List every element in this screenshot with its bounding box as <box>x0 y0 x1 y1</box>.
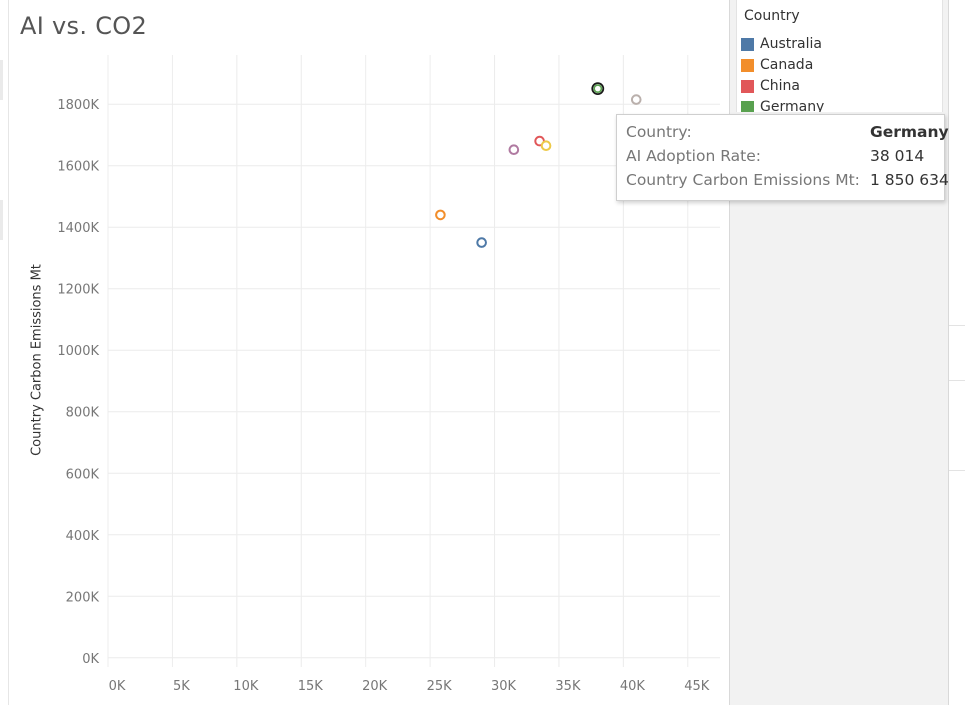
strip-line <box>949 325 965 326</box>
strip-line <box>949 380 965 381</box>
tooltip-value: 1 850 634 <box>870 171 949 189</box>
x-tick-label: 5K <box>173 679 190 694</box>
edge-nick <box>0 200 3 240</box>
tooltip-label: Country Carbon Emissions Mt: <box>626 171 860 189</box>
data-point[interactable] <box>435 209 446 221</box>
y-tick-label: 400K <box>66 529 100 544</box>
legend-item-china[interactable]: China <box>741 77 800 95</box>
legend-swatch <box>741 37 754 51</box>
x-tick-label: 20K <box>362 679 388 694</box>
pane-divider <box>729 0 730 705</box>
tooltip-row-ai-adoption: AI Adoption Rate: 38 014 <box>626 147 938 169</box>
tooltip-label: Country: <box>626 123 692 141</box>
legend-item-canada[interactable]: Canada <box>741 56 813 74</box>
country-legend[interactable]: Country Australia Canada China Germany <box>736 0 943 112</box>
strip-line <box>949 470 965 471</box>
x-tick-label: 35K <box>555 679 581 694</box>
legend-item-germany[interactable]: Germany <box>741 98 824 112</box>
y-tick-label: 200K <box>66 590 100 605</box>
x-tick-label: 25K <box>427 679 453 694</box>
legend-swatch <box>741 100 754 112</box>
x-tick-label: 0K <box>109 679 126 694</box>
far-right-strip <box>949 0 965 705</box>
y-tick-label: 800K <box>66 406 100 421</box>
x-tick-label: 40K <box>620 679 646 694</box>
y-tick-label: 0K <box>82 652 99 667</box>
x-tick-label: 30K <box>491 679 517 694</box>
y-tick-label: 1800K <box>57 98 99 113</box>
edge-nick <box>0 60 3 100</box>
legend-title: Country <box>744 8 800 24</box>
data-point[interactable] <box>630 94 642 105</box>
legend-label: Australia <box>760 36 822 52</box>
y-tick-label: 600K <box>66 467 100 482</box>
data-point[interactable] <box>476 237 487 248</box>
left-edge <box>0 0 9 705</box>
x-tick-label: 10K <box>233 679 259 694</box>
y-tick-label: 1400K <box>57 221 99 236</box>
legend-item-australia[interactable]: Australia <box>741 35 822 53</box>
y-tick-label: 1200K <box>57 283 99 298</box>
legend-label: Canada <box>760 57 814 73</box>
chart-title: AI vs. CO2 <box>20 12 148 40</box>
tooltip-row-country: Country: Germany <box>626 123 949 145</box>
legend-label: China <box>760 78 800 94</box>
data-point <box>593 84 603 94</box>
legend-swatch <box>741 58 754 72</box>
y-tick-label: 1600K <box>57 160 99 175</box>
legend-swatch <box>741 79 754 93</box>
tooltip: Country: Germany AI Adoption Rate: 38 01… <box>616 114 949 201</box>
x-tick-label: 45K <box>684 679 710 694</box>
tooltip-row-emissions: Country Carbon Emissions Mt: 1 850 634 <box>626 171 949 193</box>
x-tick-label: 15K <box>298 679 324 694</box>
data-point[interactable] <box>540 140 552 152</box>
tooltip-label: AI Adoption Rate: <box>626 147 761 165</box>
legend-label: Germany <box>760 99 825 112</box>
y-tick-label: 1000K <box>57 344 99 359</box>
data-point[interactable] <box>508 144 520 156</box>
tooltip-value: Germany <box>870 123 949 141</box>
scatter-plot[interactable]: 0K 5K 10K 15K 20K 25K 30K 35K 40K 45K 0K 200K 400K 60… <box>0 0 729 705</box>
tooltip-value: 38 014 <box>870 147 925 165</box>
